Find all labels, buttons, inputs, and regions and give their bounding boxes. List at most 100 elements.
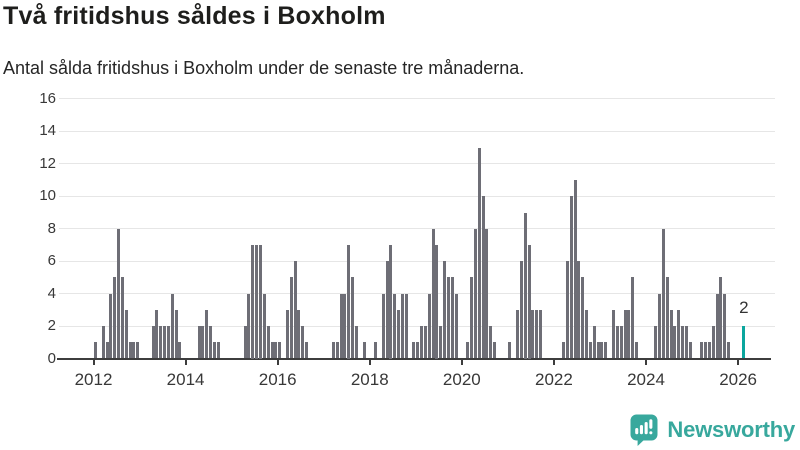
bar (305, 342, 308, 359)
bar (159, 326, 163, 359)
bar (435, 245, 439, 359)
bar (615, 326, 619, 359)
bar (477, 147, 481, 359)
bar (174, 309, 178, 359)
bar (577, 261, 581, 359)
bar (120, 277, 124, 359)
bar (381, 293, 385, 359)
bar (669, 309, 673, 359)
bar (262, 293, 266, 359)
y-axis-label: 8 (47, 219, 56, 237)
bar (178, 342, 182, 359)
bar (531, 309, 535, 359)
bar (466, 342, 470, 359)
bar (354, 326, 358, 359)
bar (201, 326, 205, 359)
bar (132, 342, 136, 359)
bar (335, 342, 339, 359)
bar (715, 293, 719, 359)
bar (416, 342, 420, 359)
bar (700, 342, 704, 359)
x-axis-line (57, 357, 771, 360)
bar (266, 326, 270, 359)
bar (684, 326, 688, 359)
bar (343, 293, 347, 359)
x-axis-label: 2026 (719, 369, 758, 389)
bar (562, 342, 566, 359)
gridline (59, 163, 775, 165)
bar (155, 309, 159, 359)
bar (654, 326, 658, 359)
bar (585, 309, 589, 359)
bar (389, 245, 393, 359)
bar (412, 342, 416, 359)
bar (508, 342, 512, 359)
chart-title: Två fritidshus såldes i Boxholm (3, 2, 386, 30)
bar (727, 342, 731, 359)
bar (431, 228, 435, 359)
bar (439, 326, 443, 359)
bar (658, 293, 661, 359)
bar (539, 309, 542, 359)
bar (197, 326, 201, 359)
bar (596, 342, 600, 359)
bar (109, 293, 113, 359)
x-axis-tick (552, 359, 555, 365)
bar (385, 261, 389, 359)
gridline (59, 130, 775, 132)
bar (301, 326, 305, 359)
bar (665, 277, 669, 359)
x-axis-tick (92, 359, 95, 365)
x-axis-tick (460, 359, 463, 365)
bar (347, 245, 351, 359)
bar (151, 326, 155, 359)
bar (278, 342, 282, 359)
bar (704, 342, 707, 359)
x-axis-label: 2012 (74, 369, 113, 389)
bar (611, 309, 615, 359)
bar (516, 309, 519, 359)
bar (527, 245, 531, 359)
gridline (59, 98, 775, 100)
y-axis-label: 14 (39, 122, 56, 140)
bar (604, 342, 608, 359)
bar (481, 196, 485, 359)
bar (592, 326, 596, 359)
x-axis-label: 2014 (166, 369, 205, 389)
bar (470, 277, 473, 359)
bar (681, 326, 684, 359)
bar (519, 261, 523, 359)
bar (719, 277, 723, 359)
bar (339, 293, 343, 359)
bar (362, 342, 366, 359)
y-axis-label: 12 (39, 154, 56, 172)
bar (331, 342, 335, 359)
bar (293, 261, 297, 359)
bar (485, 228, 489, 359)
x-axis-tick (184, 359, 187, 365)
bar (397, 309, 401, 359)
x-axis-label: 2024 (627, 369, 665, 389)
bar (661, 228, 665, 359)
bar (205, 309, 209, 359)
x-axis-label: 2020 (442, 369, 481, 389)
bar (136, 342, 140, 359)
bar (623, 309, 627, 359)
bar (105, 342, 109, 359)
bar (523, 212, 527, 359)
bar (255, 245, 259, 359)
bar (166, 326, 170, 359)
bar (404, 293, 408, 359)
bar (170, 293, 174, 359)
bar (454, 293, 458, 359)
bar (427, 293, 431, 359)
bar (251, 245, 255, 359)
x-axis-tick (737, 359, 740, 365)
x-axis-tick (645, 359, 648, 365)
bar (163, 326, 166, 359)
gridline (59, 293, 775, 295)
bar (673, 326, 677, 359)
bar (216, 342, 220, 359)
